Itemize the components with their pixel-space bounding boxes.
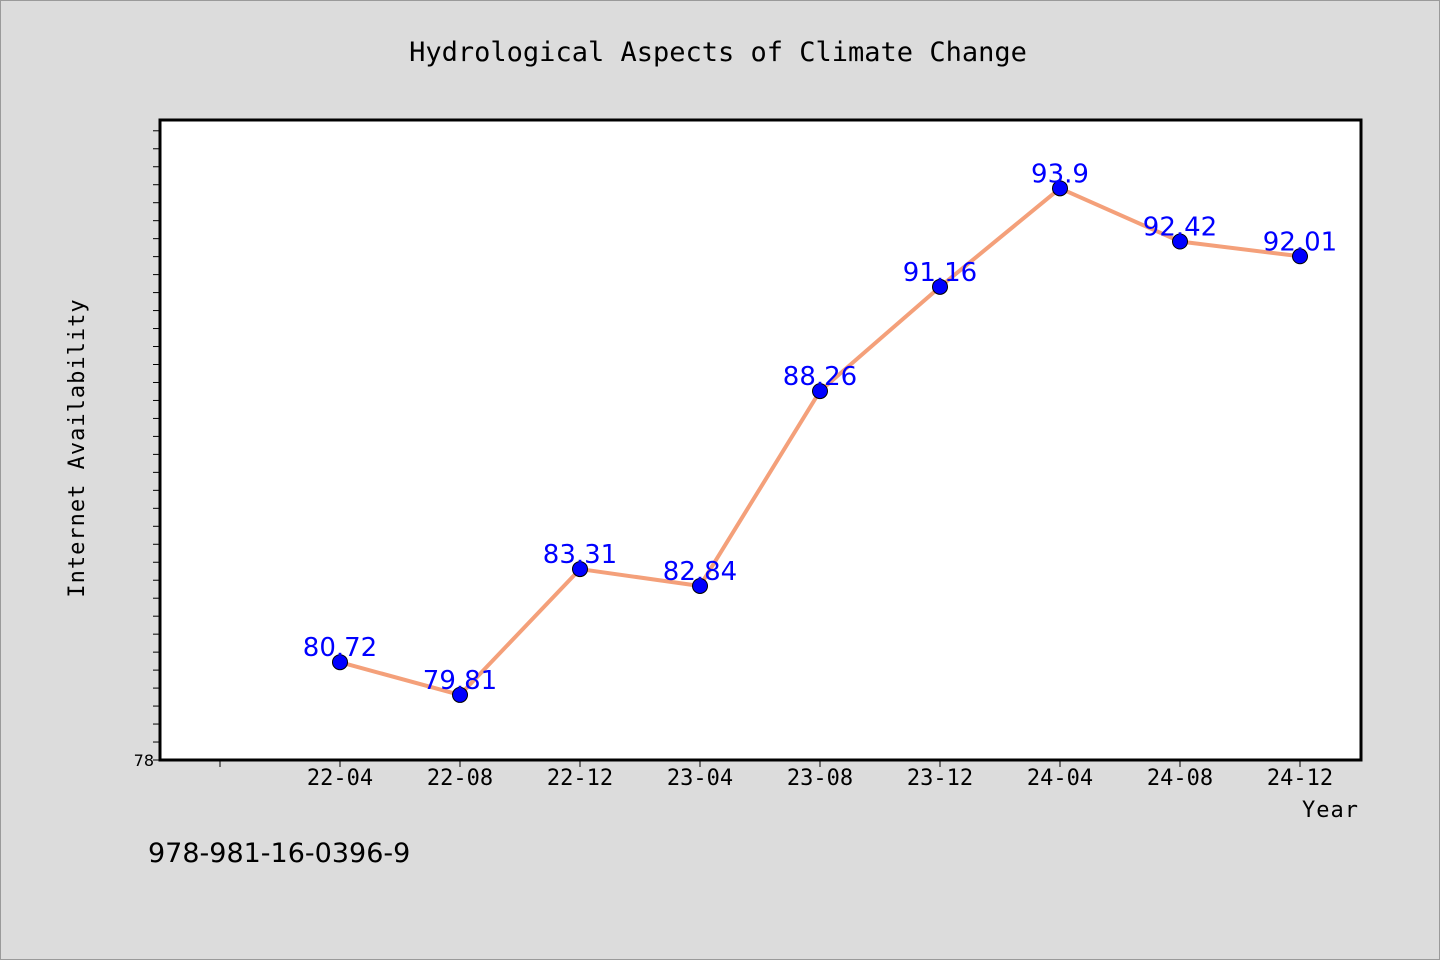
data-point (1172, 233, 1188, 250)
data-point (812, 383, 828, 400)
data-label: 80.72 (303, 633, 377, 663)
data-label: 88.26 (783, 362, 857, 392)
data-label: 83.31 (543, 540, 617, 570)
x-tick-label: 23-08 (787, 766, 853, 791)
x-tick-label: 24-08 (1147, 766, 1213, 791)
data-point (1052, 180, 1068, 197)
x-tick-label: 23-12 (907, 766, 973, 791)
y-axis-ticks: 78 (134, 130, 160, 770)
x-tick-label: 23-04 (667, 766, 733, 791)
plot-area (158, 118, 1363, 762)
x-tick-label: 22-04 (307, 766, 373, 791)
data-point (932, 278, 948, 295)
y-tick-label: 78 (134, 751, 154, 770)
x-tick-label: 22-08 (427, 766, 493, 791)
data-label: 92.01 (1263, 227, 1337, 257)
x-axis-label: Year (1302, 798, 1359, 823)
data-point (572, 561, 588, 578)
data-point (452, 686, 468, 703)
data-label: 93.9 (1031, 159, 1089, 189)
x-axis-ticks: 22-04 22-08 22-12 23-04 23-08 23-12 24-04 24-08… (219, 760, 1333, 791)
data-point (1292, 248, 1308, 265)
data-point (692, 577, 708, 594)
x-tick-label: 24-12 (1267, 766, 1333, 791)
isbn-footer: 978-981-16-0396-9 (148, 838, 410, 869)
x-tick-label: 24-04 (1027, 766, 1093, 791)
chart-title: Hydrological Aspects of Climate Change (409, 37, 1027, 68)
y-axis-label: Internet Availability (65, 298, 90, 597)
data-label: 92.42 (1143, 213, 1217, 243)
data-label: 91.16 (903, 258, 977, 288)
data-label: 82.84 (663, 557, 737, 587)
series-layer: 80.72 79.81 83.31 82.84 88.26 91.16 93.9 92.42 9… (303, 159, 1337, 703)
data-point (332, 654, 348, 671)
data-label: 79.81 (423, 666, 497, 696)
x-tick-label: 22-12 (547, 766, 613, 791)
